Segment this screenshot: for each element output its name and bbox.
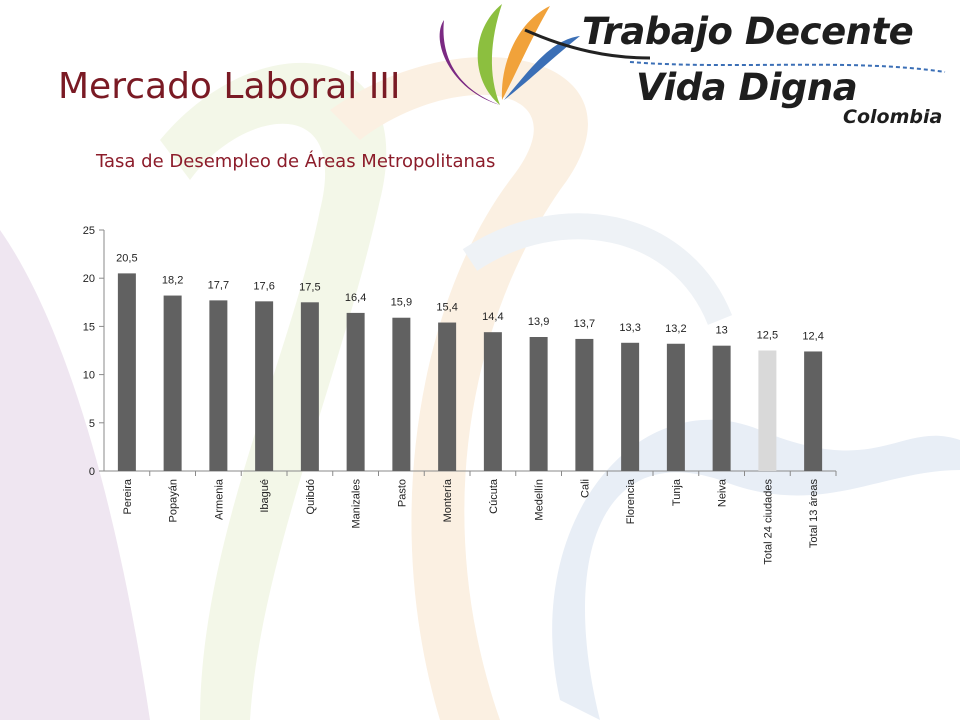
category-label: Armenia: [213, 478, 225, 520]
bar: [666, 343, 685, 471]
data-label: 15,9: [391, 297, 412, 309]
bar: [575, 338, 594, 471]
bar: [758, 350, 777, 471]
y-tick-label: 0: [89, 466, 95, 478]
category-label: Cali: [579, 479, 591, 498]
category-label: Florencia: [625, 478, 637, 524]
category-label: Cúcuta: [488, 478, 500, 514]
y-tick-label: 25: [83, 225, 95, 237]
slide-title: Mercado Laboral III: [58, 66, 401, 107]
category-label: Manizales: [351, 479, 363, 529]
bar: [804, 351, 823, 471]
data-label: 17,5: [299, 281, 320, 293]
category-label: Total 13 áreas: [808, 479, 820, 549]
bar: [163, 295, 182, 471]
bar: [621, 342, 640, 471]
bar: [392, 317, 411, 471]
data-label: 15,4: [436, 302, 457, 314]
data-label: 13: [716, 325, 728, 337]
category-label: Ibagué: [259, 479, 271, 513]
category-label: Popayán: [168, 479, 180, 522]
category-label: Medellín: [534, 479, 546, 521]
data-label: 13,9: [528, 316, 549, 328]
bar: [209, 300, 228, 471]
data-label: 18,2: [162, 275, 183, 287]
logo-graphic: [439, 4, 946, 105]
logo-text-line3: Colombia: [843, 106, 943, 128]
bar: [529, 337, 548, 471]
bar: [346, 312, 365, 471]
data-label: 13,7: [574, 318, 595, 330]
category-label: Quibdó: [305, 479, 317, 514]
data-label: 12,4: [802, 330, 823, 342]
data-label: 17,6: [253, 280, 274, 292]
data-label: 13,2: [665, 323, 686, 335]
y-tick-label: 10: [83, 370, 95, 382]
y-tick-label: 5: [89, 418, 95, 430]
data-label: 13,3: [619, 322, 640, 334]
chart-subtitle: Tasa de Desempleo de Áreas Metropolitana…: [96, 151, 496, 172]
category-label: Total 24 ciudades: [762, 479, 774, 565]
category-label: Pasto: [396, 479, 408, 507]
data-label: 16,4: [345, 292, 366, 304]
bar: [438, 322, 457, 471]
data-label: 14,4: [482, 311, 503, 323]
category-label: Tunja: [671, 478, 683, 506]
logo-text-line1: Trabajo Decente: [582, 10, 914, 53]
data-label: 12,5: [757, 330, 778, 342]
bar: [300, 302, 319, 471]
y-tick-label: 15: [83, 321, 95, 333]
logo-text-line2: Vida Digna: [636, 66, 858, 109]
bar: [712, 345, 731, 471]
category-label: Montería: [442, 478, 454, 522]
y-tick-label: 20: [83, 273, 95, 285]
category-label: Neiva: [717, 478, 729, 507]
bar: [483, 332, 502, 471]
data-label: 17,7: [208, 279, 229, 291]
bar: [117, 273, 136, 471]
data-label: 20,5: [116, 252, 137, 264]
category-label: Pereira: [122, 478, 134, 514]
bar: [255, 301, 274, 471]
